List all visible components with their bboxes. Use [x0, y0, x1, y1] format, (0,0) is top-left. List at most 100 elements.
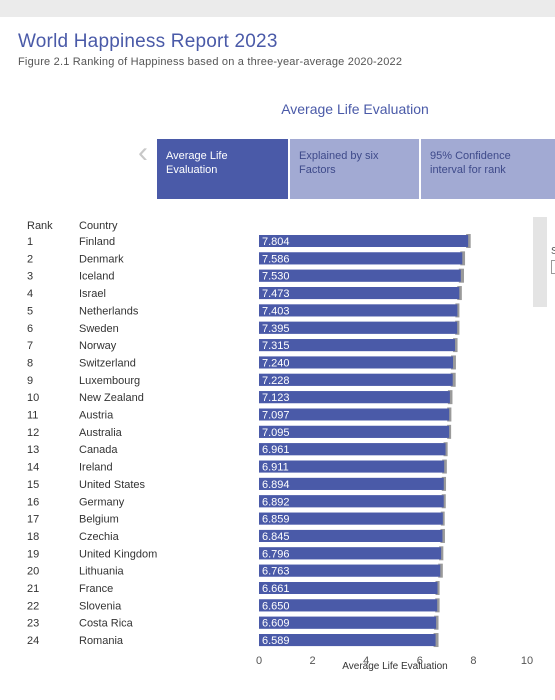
- bar-value-label: 7.804: [262, 236, 290, 248]
- ci-whisker: [441, 494, 446, 509]
- tab-explained-by-six-factors[interactable]: Explained by six Factors: [290, 139, 419, 199]
- x-tick-label: 6: [417, 655, 423, 667]
- tab-average-life-evaluation[interactable]: Average Life Evaluation: [157, 139, 288, 199]
- ci-whisker: [455, 320, 460, 335]
- x-tick-label: 8: [470, 655, 476, 667]
- bar-value-label: 6.894: [262, 479, 290, 491]
- side-panel-control[interactable]: [551, 260, 555, 274]
- report-subtitle: Figure 2.1 Ranking of Happiness based on…: [18, 56, 403, 68]
- country-label: France: [79, 583, 113, 595]
- bar-value-label: 6.859: [262, 514, 290, 526]
- x-tick-label: 0: [256, 655, 262, 667]
- ci-whisker: [450, 372, 456, 387]
- ci-whisker: [442, 459, 447, 474]
- x-axis-title: Average Life Evaluation: [342, 661, 448, 672]
- bar-value-label: 6.911: [262, 462, 289, 474]
- country-label: Denmark: [79, 253, 124, 265]
- rank-column-header: Rank: [27, 220, 53, 232]
- ci-whisker: [447, 407, 452, 422]
- country-label: Ireland: [79, 462, 113, 474]
- rank-label: 4: [27, 288, 33, 300]
- rank-label: 22: [27, 600, 39, 612]
- bar-value-label: 6.609: [262, 618, 290, 630]
- side-panel-label: S: [551, 246, 555, 257]
- ci-whisker: [435, 598, 440, 613]
- bar-overlay: [259, 599, 438, 612]
- tab-confidence-interval[interactable]: 95% Confidence interval for rank: [421, 139, 555, 199]
- bar-overlay: [259, 269, 461, 282]
- rank-label: 11: [27, 410, 38, 422]
- country-label: Norway: [79, 340, 117, 352]
- bar-overlay: [259, 321, 458, 334]
- rank-label: 3: [27, 271, 33, 283]
- country-label: Belgium: [79, 514, 119, 526]
- ci-whisker: [453, 338, 458, 353]
- x-tick-label: 10: [521, 655, 533, 667]
- ci-whisker: [458, 268, 464, 283]
- bar-value-label: 7.097: [262, 410, 290, 422]
- country-label: Finland: [79, 236, 115, 248]
- rank-label: 5: [27, 305, 33, 317]
- ci-whisker: [451, 355, 456, 370]
- rank-label: 20: [27, 566, 39, 578]
- country-label: Iceland: [79, 271, 114, 283]
- ci-whisker: [443, 442, 448, 457]
- bar-overlay: [259, 235, 469, 247]
- x-tick-label: 4: [363, 655, 369, 667]
- chevron-left-icon[interactable]: ‹: [138, 136, 148, 169]
- bar-overlay: [259, 443, 446, 456]
- rank-label: 17: [27, 514, 39, 526]
- bar-value-label: 7.095: [262, 427, 290, 439]
- country-column-header: Country: [79, 220, 118, 232]
- bar-overlay: [259, 512, 443, 525]
- tab-label: Average Life Evaluation: [166, 150, 228, 176]
- rank-label: 9: [27, 375, 33, 387]
- country-label: Israel: [79, 288, 106, 300]
- rank-label: 1: [27, 236, 33, 248]
- rank-label: 12: [27, 427, 39, 439]
- bar-value-label: 7.123: [262, 392, 290, 404]
- rank-label: 6: [27, 323, 33, 335]
- rank-label: 8: [27, 357, 33, 369]
- bar-overlay: [259, 252, 463, 265]
- bar-overlay: [259, 356, 454, 369]
- ci-whisker: [460, 251, 466, 266]
- chart-heading: Average Life Evaluation: [281, 101, 429, 117]
- bar-overlay: [259, 460, 445, 473]
- country-label: Sweden: [79, 323, 119, 335]
- bar-overlay: [259, 582, 438, 594]
- bar-value-label: 7.315: [262, 340, 290, 352]
- bar-overlay: [259, 564, 441, 577]
- rank-label: 16: [27, 496, 39, 508]
- bar-overlay: [259, 425, 450, 438]
- ci-whisker: [435, 581, 440, 595]
- ci-whisker: [433, 633, 439, 648]
- bar-value-label: 7.240: [262, 357, 290, 369]
- rank-label: 7: [27, 340, 33, 352]
- bar-value-label: 6.845: [262, 531, 290, 543]
- side-scrollbar[interactable]: [533, 217, 547, 307]
- bar-overlay: [259, 495, 444, 508]
- report-title: World Happiness Report 2023: [18, 31, 278, 52]
- rank-label: 19: [27, 548, 39, 560]
- bar-overlay: [259, 477, 444, 490]
- ci-whisker: [466, 234, 471, 248]
- rank-label: 15: [27, 479, 39, 491]
- country-label: Slovenia: [79, 600, 122, 612]
- country-label: Costa Rica: [79, 618, 134, 630]
- bar-value-label: 6.763: [262, 566, 290, 578]
- rank-label: 18: [27, 531, 39, 543]
- bar-value-label: 7.530: [262, 271, 290, 283]
- bar-value-label: 7.395: [262, 323, 290, 335]
- bar-value-label: 6.961: [262, 444, 290, 456]
- rank-label: 2: [27, 253, 33, 265]
- ci-whisker: [447, 390, 453, 405]
- rank-label: 14: [27, 462, 39, 474]
- bar-value-label: 7.473: [262, 288, 290, 300]
- country-label: Lithuania: [79, 566, 125, 578]
- bar-value-label: 6.650: [262, 600, 290, 612]
- country-label: Germany: [79, 496, 125, 508]
- country-label: Austria: [79, 410, 114, 422]
- bar-value-label: 6.589: [262, 635, 290, 647]
- bar-value-label: 6.892: [262, 496, 290, 508]
